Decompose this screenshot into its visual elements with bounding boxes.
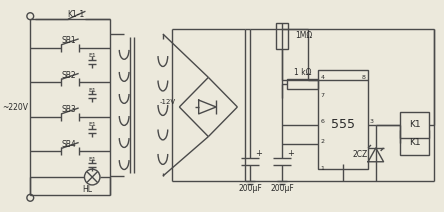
Text: E1: E1 <box>88 157 96 162</box>
Text: 2: 2 <box>321 139 325 144</box>
Bar <box>276 23 288 49</box>
Bar <box>400 130 429 155</box>
Text: +: + <box>287 149 293 158</box>
Bar <box>287 79 318 89</box>
Text: -12V: -12V <box>160 99 176 105</box>
Text: 7: 7 <box>321 93 325 98</box>
Text: ~220V: ~220V <box>2 103 28 113</box>
Text: K1: K1 <box>409 138 420 147</box>
Text: E1: E1 <box>88 53 96 58</box>
Text: E1: E1 <box>88 122 96 127</box>
Text: 8: 8 <box>361 75 365 80</box>
Text: 200μF: 200μF <box>238 184 262 193</box>
Text: 1MΩ: 1MΩ <box>295 31 313 40</box>
Text: 555: 555 <box>331 118 355 131</box>
Text: SB3: SB3 <box>62 105 76 114</box>
Text: 3: 3 <box>370 119 374 124</box>
Text: K1: K1 <box>409 120 420 129</box>
Text: 4: 4 <box>321 75 325 80</box>
Bar <box>318 70 368 169</box>
Bar <box>400 112 429 138</box>
Text: SB2: SB2 <box>62 71 76 80</box>
Text: 2CZ: 2CZ <box>353 150 368 159</box>
Text: HL: HL <box>83 185 92 194</box>
Text: SB1: SB1 <box>62 36 76 45</box>
Text: +: + <box>255 149 262 158</box>
Text: 1: 1 <box>321 166 325 171</box>
Text: 1 kΩ: 1 kΩ <box>293 68 311 77</box>
Text: SB4: SB4 <box>62 140 76 149</box>
Text: 200μF: 200μF <box>270 184 294 193</box>
Text: K1-1: K1-1 <box>67 10 84 19</box>
Text: 6: 6 <box>321 119 325 124</box>
Text: E1: E1 <box>88 88 96 93</box>
